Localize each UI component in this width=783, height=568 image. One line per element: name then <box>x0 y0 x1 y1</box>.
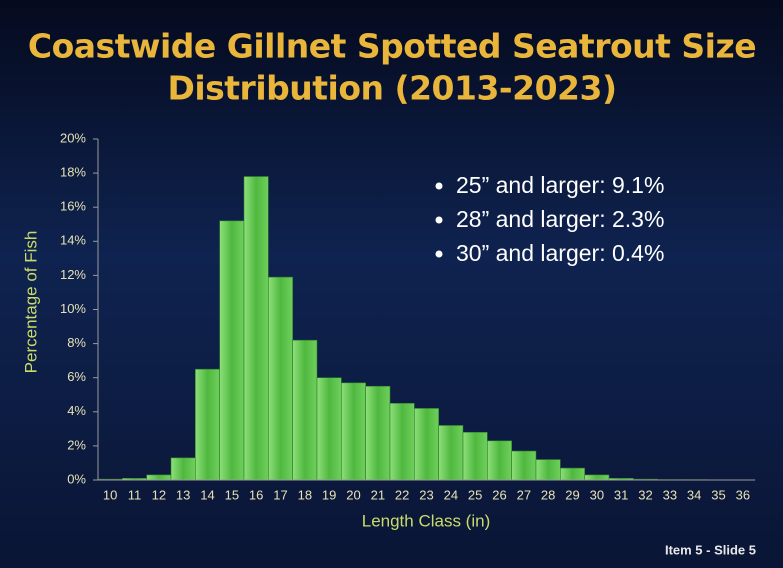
x-tick-label: 34 <box>687 487 701 502</box>
bar <box>365 385 391 481</box>
bar <box>268 276 293 481</box>
y-tick-label: 18% <box>60 165 86 180</box>
y-tick-label: 2% <box>67 437 86 452</box>
y-tick-label: 20% <box>60 130 86 145</box>
bullet <box>435 250 443 258</box>
y-tick-label: 12% <box>60 267 86 282</box>
y-tick-label: 6% <box>67 369 86 384</box>
bar <box>170 457 196 481</box>
x-tick-label: 22 <box>395 487 409 502</box>
chart-title: Coastwide Gillnet Spotted Seatrout Size <box>28 27 756 66</box>
y-tick-label: 10% <box>60 301 86 316</box>
y-tick-label: 16% <box>60 199 86 214</box>
y-axis-label: Percentage of Fish <box>21 231 40 374</box>
x-tick-label: 13 <box>176 487 190 502</box>
bar <box>316 377 342 481</box>
x-tick-label: 18 <box>298 487 312 502</box>
bar <box>292 339 318 481</box>
y-tick-label: 8% <box>67 335 86 350</box>
x-tick-label: 20 <box>346 487 360 502</box>
x-tick-label: 24 <box>444 487 458 502</box>
x-tick-label: 10 <box>103 487 117 502</box>
x-tick-label: 15 <box>225 487 239 502</box>
x-tick-label: 25 <box>468 487 482 502</box>
bar <box>487 440 512 481</box>
annotation: 30” and larger: 0.4% <box>456 240 664 266</box>
bar <box>195 368 220 481</box>
x-tick-label: 30 <box>590 487 604 502</box>
x-tick-label: 29 <box>565 487 579 502</box>
x-tick-label: 23 <box>419 487 433 502</box>
annotation: 25” and larger: 9.1% <box>456 172 664 198</box>
x-tick-label: 28 <box>541 487 555 502</box>
chart-title: Distribution (2013-2023) <box>167 69 616 108</box>
bullet <box>435 182 443 190</box>
x-tick-label: 11 <box>128 487 142 502</box>
x-tick-label: 36 <box>736 487 750 502</box>
x-tick-label: 14 <box>200 487 214 502</box>
bar <box>219 220 245 481</box>
bar <box>511 450 537 481</box>
bar <box>584 474 610 481</box>
bar <box>146 474 172 481</box>
x-tick-label: 27 <box>517 487 531 502</box>
bar <box>243 176 269 481</box>
footer: Item 5 - Slide 5 <box>665 542 756 557</box>
bar <box>389 402 415 481</box>
x-tick-label: 12 <box>152 487 166 502</box>
x-tick-label: 26 <box>492 487 506 502</box>
bar <box>462 431 488 481</box>
x-tick-label: 19 <box>322 487 336 502</box>
x-tick-label: 31 <box>614 487 628 502</box>
x-tick-label: 17 <box>273 487 287 502</box>
x-tick-label: 16 <box>249 487 263 502</box>
annotation: 28” and larger: 2.3% <box>456 206 664 232</box>
x-tick-label: 21 <box>371 487 385 502</box>
bullet <box>435 216 443 224</box>
y-tick-label: 0% <box>67 471 86 486</box>
bar <box>341 382 366 481</box>
bar <box>438 425 464 481</box>
x-tick-label: 32 <box>638 487 652 502</box>
y-tick-label: 4% <box>67 403 86 418</box>
x-axis-label: Length Class (in) <box>362 511 491 530</box>
bar <box>535 459 561 481</box>
x-tick-label: 35 <box>711 487 725 502</box>
y-tick-label: 14% <box>60 233 86 248</box>
x-tick-label: 33 <box>663 487 677 502</box>
bar <box>414 408 439 481</box>
bar <box>560 467 585 481</box>
